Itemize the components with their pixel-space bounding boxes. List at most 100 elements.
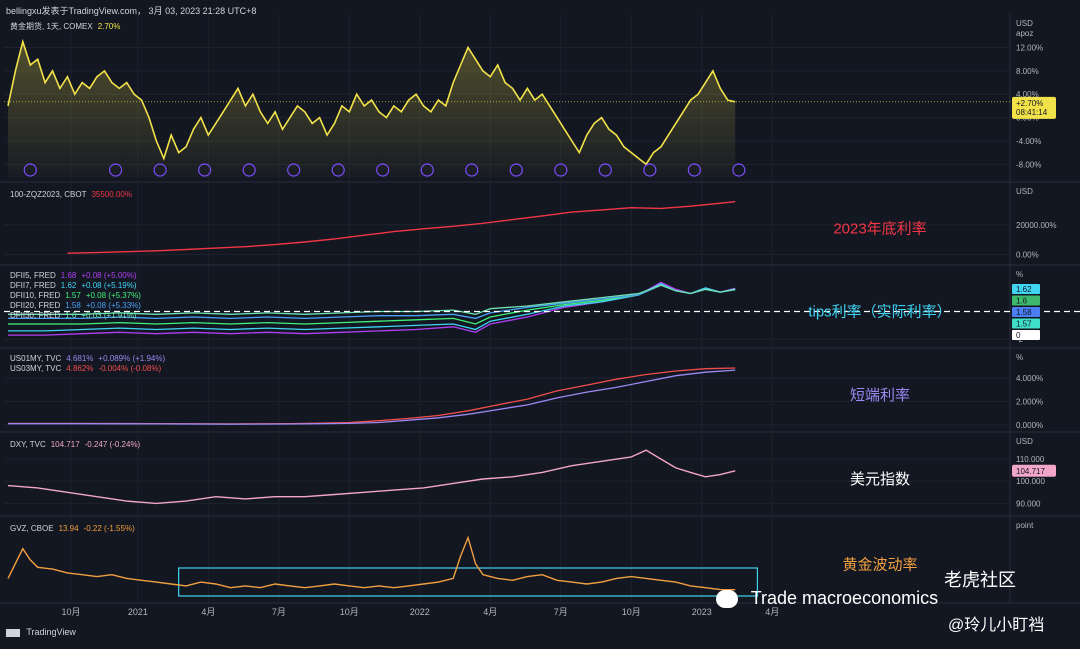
time-axis-label-8: 10月 xyxy=(622,607,641,617)
gold-last-price-badge xyxy=(1012,96,1056,119)
legend-series-name: DFII7, FRED xyxy=(10,281,56,290)
legend-series-value: 1.6 xyxy=(65,311,77,320)
wechat-watermark: Trade macroeconomics xyxy=(716,588,938,609)
pane-0-axis-unit: USD xyxy=(1016,19,1033,28)
pane-0-tick-label-0: 12.00% xyxy=(1016,44,1043,53)
tradingview-logo-icon xyxy=(6,628,20,637)
legend-series-name: US03MY, TVC xyxy=(10,364,62,373)
pane-3-tick-label-0: 4.000% xyxy=(1016,374,1043,383)
tips-value-badge-text-1: 1.6 xyxy=(1016,297,1028,306)
time-axis-label-2: 4月 xyxy=(201,607,215,617)
event-marker-icon[interactable] xyxy=(598,163,612,177)
pane-3-legend-row-0: US01MY, TVC 4.681% +0.089% (+1.94%) xyxy=(10,354,165,363)
pane-1-legend-name: 100-ZQZ2023, CBOT xyxy=(10,190,87,199)
pane-1-series-line xyxy=(67,201,736,254)
legend-series-value: 1.57 xyxy=(65,291,81,300)
pane-0-tick-label-5: -8.00% xyxy=(1016,160,1041,169)
legend-series-value: 4.862% xyxy=(66,364,93,373)
pane-5-series-line xyxy=(7,535,736,591)
time-axis-label-9: 2023 xyxy=(692,607,712,617)
pane-3-annotation: 短端利率 xyxy=(850,387,910,404)
legend-series-change: +0.03 (+1.91%) xyxy=(81,311,136,320)
pane-3-axis-unit: % xyxy=(1016,353,1023,362)
legend-series-change: +0.089% (+1.94%) xyxy=(98,354,165,363)
pane-0-tick-label-2: 4.00% xyxy=(1016,90,1039,99)
pane-4-tick-label-2: 90.000 xyxy=(1016,499,1041,508)
wechat-watermark-text: Trade macroeconomics xyxy=(750,588,939,608)
pane-5-legend-value: 13.94 xyxy=(59,524,80,533)
pane-1-annotation: 2023年底利率 xyxy=(833,221,926,238)
pane-4-legend-change: -0.247 (-0.24%) xyxy=(85,440,141,449)
pane-4-axis-unit: USD xyxy=(1016,437,1033,446)
gold-last-price-countdown: 08:41:14 xyxy=(1016,108,1048,117)
legend-series-change: +0.08 (+5.33%) xyxy=(86,301,141,310)
event-marker-icon[interactable] xyxy=(331,163,345,177)
pane-4-tick-label-0: 110.000 xyxy=(1016,455,1045,464)
pane-3-tick-label-1: 2.000% xyxy=(1016,397,1043,406)
pane-4-legend-value: 104.717 xyxy=(51,440,80,449)
pane-2-legend-row-2: DFII10, FRED 1.57 +0.08 (+5.37%) xyxy=(10,291,141,300)
event-marker-icon[interactable] xyxy=(198,163,212,177)
event-marker-icon[interactable] xyxy=(23,163,37,177)
legend-series-change: -0.004% (-0.08%) xyxy=(98,364,161,373)
tips-value-badge-text-3: 1.57 xyxy=(1016,320,1032,329)
pane-5-legend-change: -0.22 (-1.55%) xyxy=(84,524,135,533)
time-axis-label-5: 2022 xyxy=(410,607,430,617)
pane-0-tick-label-1: 8.00% xyxy=(1016,67,1039,76)
legend-series-name: DFII20, FRED xyxy=(10,301,60,310)
pane-0-legend: 黄金期货, 1天, COMEX 2.70% xyxy=(10,21,120,31)
tiger-community-watermark: 老虎社区 xyxy=(944,570,1016,590)
gvz-range-box xyxy=(178,567,759,597)
event-marker-icon[interactable] xyxy=(376,163,390,177)
gold-series-line xyxy=(7,38,736,166)
pane-0-legend-name: 黄金期货, 1天, COMEX xyxy=(10,21,93,31)
legend-series-value: 1.58 xyxy=(65,301,81,310)
pane-4-tick-label-1: 100.000 xyxy=(1016,477,1045,486)
time-axis-label-3: 7月 xyxy=(272,607,286,617)
pane-1-tick-label-1: 0.00% xyxy=(1016,251,1039,260)
pane-4-annotation: 美元指数 xyxy=(850,471,910,488)
gold-area-fill xyxy=(8,41,736,179)
pane-4-legend-name: DXY, TVC xyxy=(10,440,46,449)
pane-2-legend-row-3: DFII20, FRED 1.58 +0.08 (+5.33%) xyxy=(10,301,141,310)
legend-series-name: DFII30, FRED xyxy=(10,311,60,320)
pane-5-annotation: 黄金波动率 xyxy=(842,557,917,574)
event-marker-icon[interactable] xyxy=(643,163,657,177)
event-marker-icon[interactable] xyxy=(287,163,301,177)
pane-5-legend: GVZ, CBOE 13.94 -0.22 (-1.55%) xyxy=(10,524,135,533)
pane-0-legend-value: 2.70% xyxy=(98,22,121,31)
tips-value-badge-text-4: 0 xyxy=(1016,331,1021,340)
pane-1-tick-label-0: 20000.00% xyxy=(1016,221,1056,230)
event-marker-icon[interactable] xyxy=(420,163,434,177)
event-marker-icon[interactable] xyxy=(108,163,123,177)
pane-0-tick-label-4: -4.00% xyxy=(1016,137,1041,146)
pane-0-axis-sub: apoz xyxy=(1016,29,1033,38)
tips-value-badge-3 xyxy=(1012,318,1040,329)
event-marker-icon[interactable] xyxy=(153,163,167,177)
tips-value-badge-text-2: 1.58 xyxy=(1016,308,1032,317)
event-marker-icon[interactable] xyxy=(687,163,701,177)
tips-value-badge-text-0: 1.62 xyxy=(1016,285,1032,294)
pane-2-axis-unit: % xyxy=(1016,270,1023,279)
author-watermark: @玲儿小盯裆 xyxy=(948,617,1045,634)
time-axis-label-7: 7月 xyxy=(554,607,568,617)
pane-1-legend: 100-ZQZ2023, CBOT 35500.00% xyxy=(10,190,132,199)
event-marker-icon[interactable] xyxy=(732,163,746,177)
time-axis-label-6: 4月 xyxy=(483,607,497,617)
event-marker-icon[interactable] xyxy=(509,163,523,177)
pane-2-legend-row-0: DFII5, FRED 1.68 +0.08 (+5.00%) xyxy=(10,271,137,280)
pane-4-series-line xyxy=(7,449,736,505)
pane-2-legend-row-4: DFII30, FRED 1.6 +0.03 (+1.91%) xyxy=(10,311,137,320)
event-marker-icon[interactable] xyxy=(554,163,568,177)
legend-series-name: DFII5, FRED xyxy=(10,271,56,280)
pane-3-legend-row-1: US03MY, TVC 4.862% -0.004% (-0.08%) xyxy=(10,364,161,373)
event-marker-icon[interactable] xyxy=(465,163,479,177)
legend-series-name: DFII10, FRED xyxy=(10,291,60,300)
tradingview-logo[interactable]: TradingView xyxy=(6,627,76,637)
tips-value-badge-4 xyxy=(1012,330,1040,340)
wechat-icon xyxy=(716,590,738,609)
event-marker-icon[interactable] xyxy=(242,163,256,177)
legend-series-change: +0.08 (+5.00%) xyxy=(81,271,136,280)
